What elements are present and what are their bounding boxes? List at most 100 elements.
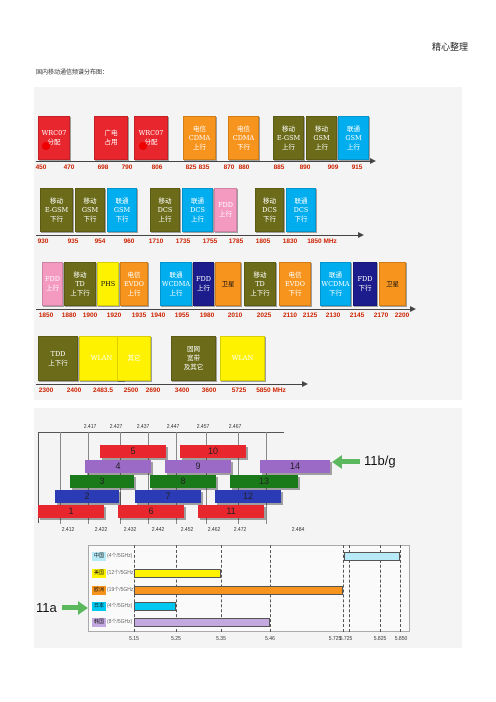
channel-count: (4个/5GHz) (107, 603, 133, 609)
wifi-channel-5: 5 (100, 445, 166, 458)
green-arrow-head (332, 455, 342, 469)
wifi-channel-11: 11 (198, 505, 264, 518)
frequency-tick: 2690 (145, 387, 161, 394)
band-label: 电信 EVDO 下行 (285, 270, 305, 297)
spectrum-band-3-5: 联通 WCDMA 上行 (160, 262, 192, 306)
wifi-channel-9: 9 (165, 460, 231, 473)
band-label: TDD 上下行 (48, 349, 68, 367)
band-label: FDD 下行 (357, 275, 373, 292)
band-label: 移动 E-GSM 上行 (276, 124, 301, 151)
wifi-channel-7: 7 (135, 490, 201, 503)
wifi-channel-13: 13 (230, 475, 298, 488)
frequency-tick: 2170 (373, 312, 389, 319)
band-label: 联通 GSM 下行 (113, 196, 131, 223)
frequency-tick: 5850 MHz (256, 387, 286, 394)
frequency-tick: 1805 (255, 238, 271, 245)
frequency-tick: 5725 (231, 387, 247, 394)
frequency-tick: 470 (63, 164, 75, 171)
frequency-tick: 954 (94, 238, 106, 245)
frequency-tick: 2010 (227, 312, 243, 319)
frequency-tick: 698 (97, 164, 109, 171)
channel-count: (4个/5GHz) (107, 553, 133, 559)
axis-line (36, 161, 370, 162)
band-label: 卫星 (221, 279, 235, 288)
band-label: WLAN (231, 354, 254, 362)
axis-arrow (370, 158, 376, 164)
page-header: 精心整理 (431, 43, 468, 53)
frequency-tick: 5.725 (328, 636, 342, 642)
wifi-channel-14: 14 (260, 460, 330, 473)
spectrum-band-3-7: 卫星 (215, 262, 241, 306)
spectrum-band-1-5: 电信 CDMA 下行 (228, 116, 259, 160)
country-name: 美国 (92, 569, 107, 578)
band-label: 电信 CDMA 上行 (188, 124, 211, 151)
country-name: 欧洲 (92, 586, 107, 595)
channel-freq-top: 2.467 (228, 424, 242, 430)
spectrum-band-1-7: 移动 GSM 上行 (306, 116, 337, 160)
figure-caption: 国内移动通信频谱分布图： (36, 69, 109, 76)
spectrum-band-2-7: 移动 DCS 下行 (255, 188, 284, 232)
frequency-tick: 1735 (175, 238, 191, 245)
spectrum-band-3-6: FDD 上行 (193, 262, 214, 306)
band-label: 联通 DCS 下行 (293, 196, 309, 223)
channel-freq-bottom: 2.442 (151, 527, 165, 533)
frequency-tick: 790 (121, 164, 133, 171)
country-band-bar (134, 586, 343, 595)
frequency-tick: 1935 (131, 312, 147, 319)
spectrum-band-4-1: TDD 上下行 (38, 336, 78, 381)
spectrum-band-3-2: 移动 TD 上下行 (64, 262, 96, 306)
country-band-bar (134, 618, 270, 627)
channel-freq-bottom: 2.452 (180, 527, 194, 533)
country-band-bar (134, 602, 176, 611)
spectrum-band-4-3: 其它 (117, 336, 151, 381)
country-label: 日本 (4个/5GHz) (92, 602, 132, 611)
frequency-tick: 2025 (256, 312, 272, 319)
spectrum-band-4-2: WLAN (79, 336, 124, 381)
wifi-channel-6: 6 (118, 505, 184, 518)
frequency-tick: 835 (198, 164, 210, 171)
wifi-channel-12: 12 (215, 490, 281, 503)
spectrum-band-1-6: 移动 E-GSM 上行 (273, 116, 304, 160)
band-label: 移动 E-GSM 下行 (44, 196, 69, 223)
band-label: 联通 GSM 上行 (345, 124, 362, 151)
wifi-channel-8: 8 (150, 475, 216, 488)
spectrum-band-1-8: 联通 GSM 上行 (338, 116, 369, 160)
spectrum-band-1-2: 广电 占用 (94, 116, 128, 160)
band-label: WRC07 分配 (138, 129, 164, 146)
band-label: 联通 WCDMA 上行 (161, 270, 191, 297)
green-arrow-shaft (62, 605, 78, 610)
marker-dot (42, 142, 50, 150)
spectrum-band-2-3: 联通 GSM 下行 (107, 188, 137, 232)
axis-arrow (410, 306, 416, 312)
frequency-tick: 1785 (228, 238, 244, 245)
frequency-tick: 1850 (38, 312, 54, 319)
band-label: 移动 TD 上下行 (70, 270, 90, 297)
frequency-tick: 1900 (82, 312, 98, 319)
band-label: 电信 CDMA 下行 (232, 124, 255, 151)
frequency-tick: 5.25 (171, 636, 181, 642)
country-label: 欧洲 (19个/5GHz) (92, 586, 135, 595)
spectrum-band-2-5: 联通 DCS 上行 (182, 188, 213, 232)
frequency-tick: 5.35 (216, 636, 226, 642)
country-label: 中国 (4个/5GHz) (92, 552, 132, 561)
band-label: 移动 TD 上下行 (250, 270, 270, 297)
band-label: 电信 EVDO 上行 (124, 270, 144, 297)
channel-freq-top: 2.457 (196, 424, 210, 430)
marker-dot (139, 142, 147, 150)
country-name: 日本 (92, 602, 107, 611)
wifi-channel-3: 3 (70, 475, 134, 488)
band-label: WLAN (90, 354, 113, 362)
spectrum-band-3-10: 联通 WCDMA 下行 (320, 262, 351, 306)
spectrum-band-2-1: 移动 E-GSM 下行 (40, 188, 73, 232)
frequency-tick: 450 (35, 164, 47, 171)
spectrum-band-4-4: 固网 宽带 及其它 (171, 336, 216, 381)
frequency-tick: 3400 (174, 387, 190, 394)
band-label: WRC07 分配 (41, 129, 67, 146)
frequency-tick: 5.825 (373, 636, 387, 642)
band-boundary (343, 545, 344, 632)
band-label: FDD 上行 (45, 275, 60, 292)
country-name: 中国 (92, 552, 107, 561)
frequency-tick: 2125 (302, 312, 318, 319)
frequency-tick: 880 (238, 164, 250, 171)
wifi-gridline (60, 432, 61, 524)
